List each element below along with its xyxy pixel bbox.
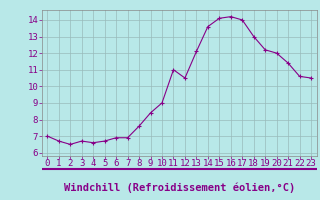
Text: Windchill (Refroidissement éolien,°C): Windchill (Refroidissement éolien,°C) (64, 183, 295, 193)
